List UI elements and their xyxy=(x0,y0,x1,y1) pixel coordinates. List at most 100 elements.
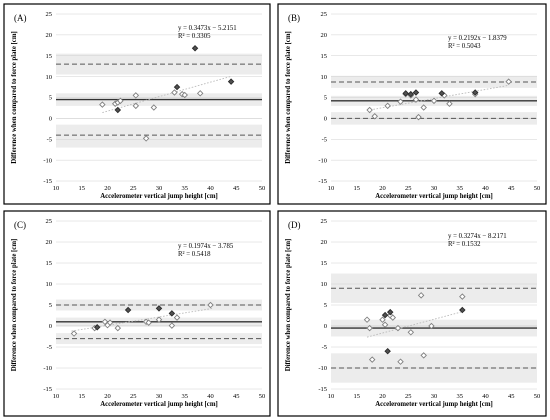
data-point-open xyxy=(142,135,150,142)
x-tick-label: 35 xyxy=(457,393,464,400)
x-tick-label: 20 xyxy=(104,393,111,400)
data-point-open xyxy=(145,319,152,326)
x-tick-label: 25 xyxy=(130,393,137,400)
panel-label: (B) xyxy=(288,13,300,23)
y-tick-label: 25 xyxy=(321,218,328,225)
panel-b: -15 -10 -5 0 5 10 15 20 25 10 15 20 25 30 35 40 45 50 Acce… xyxy=(277,3,547,205)
panel-c: -15 -10 -5 0 5 10 15 20 25 10 15 20 25 30 35 40 45 50 Acce… xyxy=(3,210,271,417)
x-tick-label: 15 xyxy=(79,393,86,400)
x-tick-label: 40 xyxy=(207,393,214,400)
y-tick-label: 15 xyxy=(321,53,328,60)
data-point-open xyxy=(171,89,178,96)
data-point-open xyxy=(181,91,188,99)
x-tick-label: 50 xyxy=(534,185,541,192)
x-tick-label: 10 xyxy=(328,393,335,400)
x-tick-label: 45 xyxy=(508,185,515,192)
y-tick-label: -5 xyxy=(322,136,327,143)
x-tick-label: 45 xyxy=(233,393,240,400)
y-tick-label: 15 xyxy=(46,53,53,60)
data-point-open xyxy=(101,318,109,326)
data-point-open xyxy=(397,98,404,105)
data-point-open xyxy=(389,314,397,321)
panel-a: -15 -10 -5 0 5 10 15 20 25 10 15 20 25 30 35 40 45 50 Acce… xyxy=(3,3,271,205)
data-point-open xyxy=(155,316,163,323)
panel-d: -15 -10 -5 0 5 10 15 20 25 10 15 20 25 30 35 40 45 50 Acce… xyxy=(277,210,547,417)
data-point-filled xyxy=(155,305,163,312)
data-point-open xyxy=(366,106,373,114)
data-point-open xyxy=(430,97,438,105)
x-axis-title: Accelerometer vertical jump height [cm] xyxy=(100,401,218,408)
x-tick-label: 50 xyxy=(259,185,266,192)
data-point-open xyxy=(366,324,373,332)
y-tick-label: -15 xyxy=(43,386,52,393)
regression-equation: y = 0.1974x − 3.785 xyxy=(178,243,234,250)
regression-equation: y = 0.3274x − 8.2171 xyxy=(448,233,507,240)
regression-trend-line xyxy=(366,310,466,338)
data-point-open xyxy=(207,301,214,309)
data-point-open xyxy=(415,113,422,121)
y-tick-label: 25 xyxy=(46,218,53,225)
x-tick-label: 35 xyxy=(182,393,189,400)
y-tick-label: -15 xyxy=(318,178,327,185)
y-tick-label: 20 xyxy=(321,32,328,39)
regression-equation: y = 0.3473x − 5.2151 xyxy=(178,25,237,32)
x-tick-label: 10 xyxy=(328,185,335,192)
y-tick-label: -5 xyxy=(47,136,52,143)
x-tick-label: 30 xyxy=(156,393,163,400)
upper-loa-ci-band xyxy=(56,53,262,75)
panel-label: (A) xyxy=(14,13,27,23)
y-tick-label: 10 xyxy=(46,281,53,288)
data-point-open xyxy=(363,316,371,323)
y-tick-label: 10 xyxy=(321,281,328,288)
x-tick-label: 10 xyxy=(53,393,60,400)
data-point-open xyxy=(106,319,114,326)
data-point-filled xyxy=(227,78,235,85)
y-tick-label: -10 xyxy=(43,157,52,164)
regression-equation: y = 0.2192x − 1.8379 xyxy=(448,35,507,42)
lower-loa-ci-band xyxy=(56,124,262,148)
x-tick-label: 20 xyxy=(379,393,386,400)
data-point-filled xyxy=(459,306,466,314)
x-tick-label: 15 xyxy=(354,185,361,192)
x-tick-label: 15 xyxy=(354,393,361,400)
y-tick-label: 0 xyxy=(324,323,327,330)
data-point-filled xyxy=(93,324,101,331)
data-point-filled xyxy=(386,308,394,316)
data-point-open xyxy=(132,102,140,110)
data-point-open xyxy=(412,96,420,103)
r-squared: R² = 0.5043 xyxy=(448,43,481,50)
data-point-filled xyxy=(407,90,415,98)
x-tick-label: 25 xyxy=(405,393,412,400)
data-point-open xyxy=(132,92,140,99)
data-point-open xyxy=(420,104,427,111)
y-tick-label: 25 xyxy=(321,11,328,18)
x-axis-title: Accelerometer vertical jump height [cm] xyxy=(375,401,493,408)
data-point-filled xyxy=(114,106,122,114)
x-tick-label: 20 xyxy=(379,185,386,192)
data-point-open xyxy=(368,356,376,363)
x-tick-label: 20 xyxy=(104,185,111,192)
data-point-open xyxy=(428,322,435,330)
data-point-open xyxy=(150,104,158,111)
y-tick-label: -10 xyxy=(318,157,327,164)
data-point-filled xyxy=(191,44,199,52)
data-point-open xyxy=(381,321,389,328)
data-point-open xyxy=(407,329,415,336)
x-tick-label: 35 xyxy=(182,185,189,192)
x-tick-label: 50 xyxy=(259,393,266,400)
x-tick-label: 15 xyxy=(79,185,86,192)
x-tick-label: 25 xyxy=(130,185,137,192)
data-point-filled xyxy=(402,90,409,97)
data-point-filled xyxy=(168,310,176,317)
x-axis-title: Accelerometer vertical jump height [cm] xyxy=(375,193,493,200)
x-tick-label: 25 xyxy=(405,185,412,192)
data-point-open xyxy=(384,102,391,110)
x-axis-title: Accelerometer vertical jump height [cm] xyxy=(100,193,218,200)
data-point-filled xyxy=(471,89,479,96)
y-axis-title: Difference when compared to force plate … xyxy=(285,31,292,164)
data-point-open xyxy=(196,90,204,97)
x-tick-label: 45 xyxy=(508,393,515,400)
data-point-open xyxy=(99,101,106,108)
y-tick-label: 20 xyxy=(46,239,53,246)
